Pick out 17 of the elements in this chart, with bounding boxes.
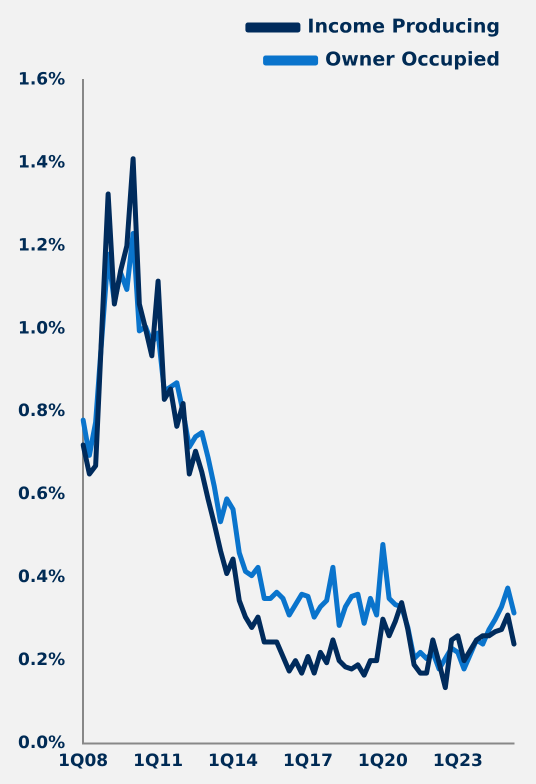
x-tick-label: 1Q20 <box>358 751 408 772</box>
legend-label: Owner Occupied <box>325 48 500 70</box>
x-tick-label: 1Q08 <box>58 751 108 772</box>
x-tick-label: 1Q23 <box>432 751 483 772</box>
legend-label: Income Producing <box>307 15 500 38</box>
y-tick-label: 0.2% <box>18 650 66 670</box>
y-tick-label: 0.4% <box>18 567 66 588</box>
x-tick-label: 1Q11 <box>133 751 184 772</box>
y-tick-label: 1.0% <box>18 318 66 338</box>
x-tick-label: 1Q14 <box>208 751 258 772</box>
y-tick-label: 0.6% <box>18 484 66 504</box>
y-tick-label: 1.6% <box>18 69 66 90</box>
y-tick-label: 0.8% <box>18 401 66 422</box>
x-tick-label: 1Q17 <box>282 751 333 772</box>
y-tick-label: 1.2% <box>18 235 66 256</box>
y-tick-label: 0.0% <box>18 733 66 754</box>
y-tick-label: 1.4% <box>18 152 66 172</box>
